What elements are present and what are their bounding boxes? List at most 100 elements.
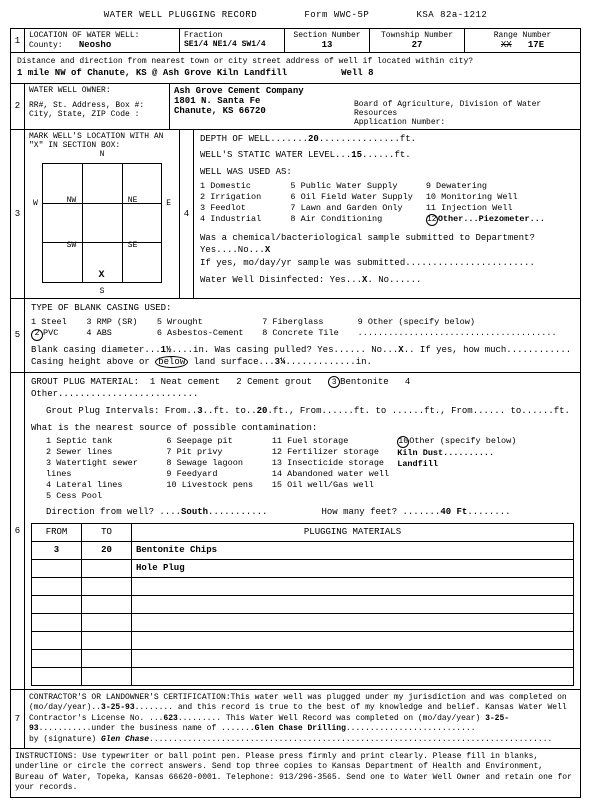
depth-label: DEPTH OF WELL....... — [200, 134, 308, 144]
cont-7: 7 Pit privy — [166, 447, 266, 458]
county-value: Neosho — [79, 40, 111, 50]
casing-1: 1 Steel — [31, 317, 81, 328]
use-11: 11 Injection Well — [426, 203, 556, 214]
height-label: Casing height above or — [31, 357, 150, 367]
cont-14: 14 Abandoned water well — [272, 469, 392, 480]
sec2-line2: City, State, ZIP Code : — [29, 110, 165, 119]
depth-value: 20 — [308, 134, 319, 144]
table-row — [32, 614, 574, 632]
grout-3: Bentonite — [340, 377, 389, 387]
sig-label: by (signature) — [29, 735, 101, 744]
height-circle: below — [155, 356, 188, 368]
feet-suffix: ........ — [467, 507, 510, 517]
cont-13: 13 Insecticide storage — [272, 458, 392, 469]
sample-q: Was a chemical/bacteriological sample su… — [200, 233, 535, 256]
casing-2: PVC — [43, 328, 58, 338]
cont-2: 2 Sewer lines — [46, 447, 161, 458]
sec7-b5: ........................... — [346, 724, 476, 733]
distance-label: Distance and direction from nearest town… — [17, 56, 574, 67]
section-label: Section Number — [289, 31, 365, 40]
iv1b: 20 — [257, 406, 268, 416]
r1-to: 20 — [82, 542, 132, 560]
sec6-heading: GROUT PLUG MATERIAL: — [31, 377, 139, 387]
height-value: 3¼ — [275, 357, 286, 367]
intervals-label: Grout Plug Intervals: From.. — [46, 406, 197, 416]
owner-csz: Chanute, KS 66720 — [174, 106, 354, 116]
casing-5: 5 Wrought — [157, 317, 257, 328]
compass-e: E — [166, 199, 171, 208]
cont-16: Other (specify below) — [409, 436, 516, 446]
th-from: FROM — [32, 524, 82, 542]
casing-3: 3 RMP (SR) — [86, 317, 151, 328]
grout-2: 2 Cement grout — [236, 377, 312, 387]
sample-x: X — [265, 245, 270, 255]
section-number-3: 3 — [11, 130, 25, 298]
cont-16b: Landfill — [397, 459, 517, 470]
height-suffix: land surface... — [194, 357, 275, 367]
township-label: Township Number — [374, 31, 460, 40]
sec7-b4: ...........under the business name of ..… — [39, 724, 255, 733]
cont-8: 8 Sewage lagoon — [166, 458, 266, 469]
casing-6: 6 Asbestos-Cement — [157, 328, 257, 339]
r1-mat: Bentonite Chips — [132, 542, 574, 560]
use-12: Other...Piezometer... — [438, 214, 545, 224]
section-number-7: 7 — [11, 690, 25, 748]
diam-label: Blank casing diameter... — [31, 345, 161, 355]
casing-2-circle: 2 — [31, 329, 43, 341]
instructions: INSTRUCTIONS: Use typewriter or ball poi… — [11, 749, 580, 797]
compass-s: S — [29, 287, 175, 296]
casing-9: 9 Other (specify below) — [358, 317, 557, 328]
static-suffix: ......ft. — [362, 150, 411, 160]
cont-1: 1 Septic tank — [46, 436, 161, 447]
use-8: 8 Air Conditioning — [290, 214, 420, 225]
use-4: 4 Industrial — [200, 214, 285, 225]
fraction-label: Fraction — [184, 31, 280, 40]
sec3-heading: MARK WELL'S LOCATION WITH AN "X" IN SECT… — [29, 132, 175, 150]
sec2-heading: WATER WELL OWNER: — [29, 86, 165, 95]
casing-4: 4 ABS — [86, 328, 151, 339]
compass-ne: NE — [128, 196, 138, 205]
dir-suffix: ........... — [208, 507, 267, 517]
r1-from: 3 — [32, 542, 82, 560]
th-to: TO — [82, 524, 132, 542]
casing-8: 8 Concrete Tile — [262, 328, 352, 339]
section-number-1: 1 — [11, 29, 25, 52]
sec7-lic: 623 — [163, 714, 177, 723]
grout-1: 1 Neat cement — [150, 377, 220, 387]
cont-4: 4 Lateral lines — [46, 480, 161, 491]
section-number-4: 4 — [180, 130, 194, 298]
sample-date: If yes, mo/day/yr sample was submitted..… — [200, 257, 574, 270]
cont-10: 10 Livestock pens — [166, 480, 266, 491]
use-1: 1 Domestic — [200, 181, 285, 192]
county-label: County: — [29, 41, 63, 50]
compass-w: W — [33, 199, 38, 208]
plugging-table: FROM TO PLUGGING MATERIALS 3 20 Bentonit… — [31, 523, 574, 686]
use-6: 6 Oil Field Water Supply — [290, 192, 420, 203]
use-2: 2 Irrigation — [200, 192, 285, 203]
owner-addr: 1801 N. Santa Fe — [174, 96, 354, 106]
cont-15: 15 Oil well/Gas well — [272, 480, 392, 491]
sig-value: Glen Chase — [101, 735, 149, 744]
iv-mid: ..ft. to.. — [203, 406, 257, 416]
static-value: 15 — [351, 150, 362, 160]
static-label: WELL'S STATIC WATER LEVEL... — [200, 150, 351, 160]
compass-nw: NW — [67, 196, 77, 205]
table-row — [32, 668, 574, 686]
header-ksa: KSA 82a-1212 — [416, 10, 487, 20]
fraction-value: SE1/4 NE1/4 SW1/4 — [184, 40, 280, 49]
feet-value: 40 Ft — [440, 507, 467, 517]
sec7-d1: 3-25-93 — [101, 703, 135, 712]
dir-value: South — [181, 507, 208, 517]
nearest-label: What is the nearest source of possible c… — [31, 422, 574, 435]
cont-11: 11 Fuel storage — [272, 436, 392, 447]
pulled-suffix: .. If yes, how much............ — [404, 345, 571, 355]
location-grid[interactable]: W E NW NE SW SE X — [42, 163, 162, 283]
sec7-heading: CONTRACTOR'S OR LANDOWNER'S CERTIFICATIO… — [29, 693, 231, 702]
table-row — [32, 650, 574, 668]
r2-mat: Hole Plug — [132, 560, 574, 578]
section-number-6: 6 — [11, 373, 25, 689]
casing-7: 7 Fiberglass — [262, 317, 352, 328]
table-row — [32, 596, 574, 614]
depth-suffix: ...............ft. — [319, 134, 416, 144]
sec1-heading: LOCATION OF WATER WELL: — [29, 31, 175, 40]
